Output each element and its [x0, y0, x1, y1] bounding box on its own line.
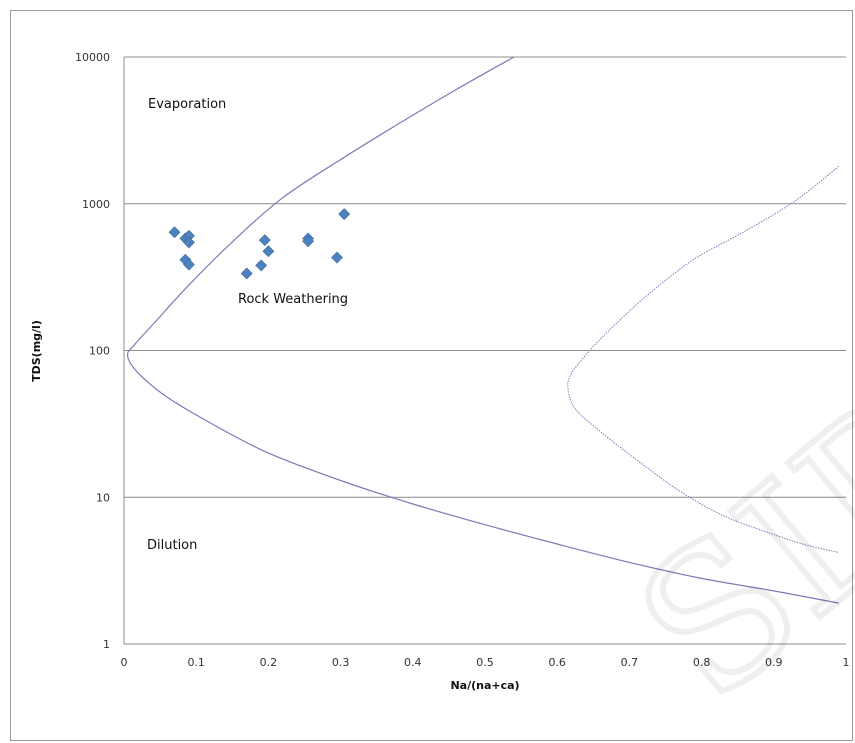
boundary-curve-2	[567, 165, 840, 553]
x-tick-label: 1	[843, 656, 850, 669]
y-tick-label: 10	[96, 491, 110, 504]
x-tick-label: 0.8	[693, 656, 711, 669]
boundary-curve-1	[126, 56, 839, 604]
data-point	[302, 235, 315, 248]
x-tick-label: 0.5	[476, 656, 494, 669]
data-point	[168, 226, 181, 239]
x-axis-title: Na/(na+ca)	[450, 679, 519, 692]
x-tick-label: 0.7	[621, 656, 639, 669]
y-tick-label: 10000	[75, 51, 110, 64]
x-tick-label: 0.9	[765, 656, 783, 669]
watermark: SID	[599, 343, 855, 742]
data-point	[183, 236, 195, 249]
data-point	[262, 245, 275, 258]
y-tick-label: 1	[103, 638, 110, 651]
data-point	[183, 258, 195, 271]
x-tick-label: 0.1	[187, 656, 205, 669]
x-tick-label: 0.2	[260, 656, 278, 669]
data-point	[255, 259, 268, 272]
x-tick-label: 0.4	[404, 656, 422, 669]
y-tick-label: 1000	[82, 198, 110, 211]
data-point	[240, 267, 253, 280]
tick-labels: 1 10 100 1000 10000 0 0.1 0.2 0.3 0.4 0.5 0.6 0.7 0.8…	[75, 51, 850, 669]
x-tick-label: 0.6	[548, 656, 566, 669]
annotation-evaporation: Evaporation	[148, 97, 226, 112]
y-tick-label: 100	[89, 345, 110, 358]
annotation-rock-weathering: Rock Weathering	[238, 292, 348, 307]
y-axis-title: TDS(mg/l)	[30, 320, 43, 382]
data-point	[338, 208, 351, 221]
grid-lines	[123, 56, 846, 645]
x-tick-label: 0	[121, 656, 128, 669]
annotation-dilution: Dilution	[147, 538, 197, 553]
data-point	[331, 251, 343, 264]
chart-frame	[10, 10, 853, 741]
data-point	[258, 234, 271, 247]
x-tick-label: 0.3	[332, 656, 350, 669]
boundary-curves	[126, 56, 840, 604]
data-points	[168, 208, 351, 280]
